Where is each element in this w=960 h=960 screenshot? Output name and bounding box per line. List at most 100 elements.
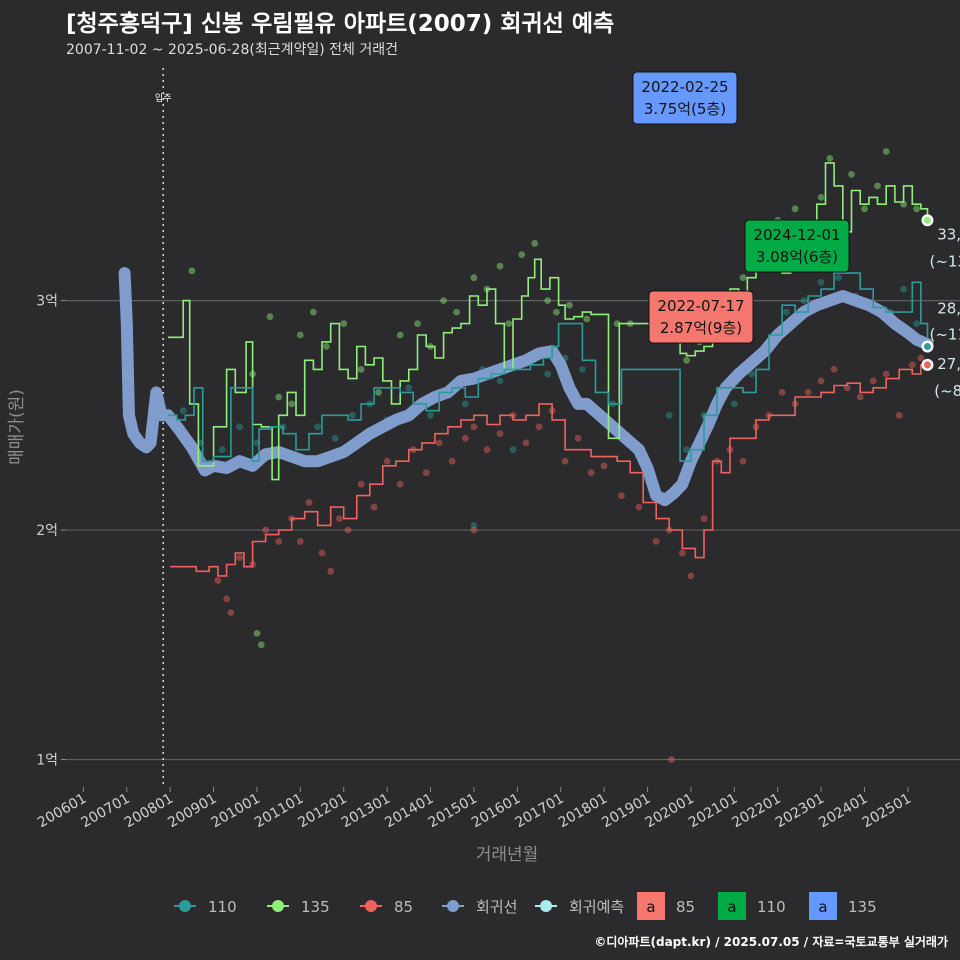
- x-tick-label: 202101: [686, 791, 740, 832]
- scatter-point-s85: [496, 430, 504, 438]
- scatter-point-s135: [505, 320, 513, 327]
- x-tick-label: 200901: [165, 791, 219, 832]
- scatter-point-s110: [800, 297, 808, 304]
- x-tick-label: 201201: [295, 791, 349, 832]
- scatter-point-s135: [566, 301, 573, 309]
- x-tick-label: 201701: [512, 791, 566, 832]
- scatter-point-s85: [574, 434, 582, 442]
- scatter-point-s85: [296, 538, 304, 545]
- scatter-point-s85: [817, 377, 825, 385]
- scatter-point-s135: [414, 320, 421, 327]
- scatter-point-s135: [826, 155, 834, 162]
- scatter-point-s85: [327, 567, 335, 575]
- x-tick-label: 202501: [860, 791, 914, 832]
- scatter-point-s110: [427, 411, 434, 419]
- annotation-price-box110: 3.08억(6층): [756, 248, 838, 266]
- end-label-area-s135: (~135㎡): [929, 252, 960, 270]
- scatter-point-s110: [665, 411, 673, 419]
- scatter-point-s85: [652, 538, 660, 545]
- annotation-box110: [744, 219, 850, 273]
- annotation-date-box110: 2024-12-01: [753, 226, 840, 244]
- end-label-value-s85: 27,160: [937, 355, 960, 373]
- scatter-point-s85: [561, 457, 569, 465]
- scatter-point-s85: [882, 370, 890, 378]
- scatter-point-s85: [448, 457, 456, 465]
- scatter-point-s110: [913, 320, 920, 327]
- x-tick-label: 201501: [426, 791, 480, 832]
- scatter-point-s85: [236, 554, 244, 561]
- scatter-point-s85: [668, 756, 675, 763]
- series-line-85: [170, 364, 928, 577]
- scatter-point-s85: [869, 377, 877, 385]
- scatter-point-s110: [470, 522, 478, 529]
- scatter-point-s85: [830, 366, 838, 373]
- scatter-point-s135: [470, 274, 478, 282]
- credit-text: ©디아파트(dapt.kr) / 2025.07.05 / 자료=국토교통부 실…: [594, 935, 948, 949]
- x-tick-label: 201601: [469, 791, 523, 832]
- regression-line: [118, 267, 934, 507]
- legend[interactable]: 110 135 85 회귀선 회귀예측 a 85 a 110 a 135: [174, 892, 877, 920]
- scatter-point-s110: [900, 285, 907, 293]
- scatter-point-s85: [700, 515, 708, 522]
- scatter-point-s110: [331, 434, 339, 442]
- scatter-point-s110: [349, 411, 356, 419]
- scatter-point-s110: [461, 400, 469, 408]
- scatter-point-s135: [257, 641, 265, 649]
- x-tick-label: 200601: [35, 791, 89, 832]
- scatter-point-s85: [908, 361, 916, 369]
- scatter-point-s135: [253, 629, 261, 637]
- legend-box-letter-box135: a: [818, 898, 827, 916]
- scatter-point-s85: [214, 577, 222, 584]
- scatter-point-s135: [188, 267, 196, 275]
- move-in-label: 입주: [155, 92, 172, 104]
- annotation-date-box135: 2022-02-25: [641, 78, 728, 96]
- scatter-point-s85: [435, 439, 443, 447]
- x-tick-label: 201801: [556, 791, 610, 832]
- legend-label-s110: 110: [208, 898, 237, 916]
- legend-dot-s135: [272, 900, 284, 912]
- scatter-point-s85: [370, 503, 378, 511]
- scatter-point-s85: [618, 492, 625, 499]
- legend-box-label-box85: 85: [676, 898, 695, 916]
- scatter-point-s135: [583, 315, 591, 323]
- scatter-point-s135: [288, 400, 296, 408]
- legend-label-s135: 135: [301, 898, 330, 916]
- scatter-point-s110: [405, 384, 413, 392]
- x-tick-label: 200701: [78, 791, 132, 832]
- scatter-point-s85: [917, 354, 925, 362]
- scatter-point-s110: [748, 370, 756, 378]
- legend-label-pred: 회귀예측: [569, 898, 624, 916]
- scatter-point-s135: [848, 171, 855, 178]
- scatter-point-s85: [336, 515, 343, 522]
- scatter-point-s85: [344, 526, 352, 534]
- end-markers: 33,500 (~135㎡) 28,000 (~110㎡) 27,160 (~85㎡): [921, 214, 960, 400]
- scatter-point-s135: [861, 205, 868, 213]
- scatter-point-s110: [544, 370, 552, 378]
- scatter-point-s135: [913, 205, 920, 213]
- page-subtitle: 2007-11-02 ~ 2025-06-28(최근계약일) 전체 거래건: [66, 42, 398, 58]
- scatter-point-s85: [522, 439, 530, 447]
- scatter-point-s85: [635, 503, 643, 511]
- scatter-point-s85: [600, 462, 608, 470]
- grid-lines: [66, 300, 960, 761]
- x-axis-title: 거래년월: [476, 845, 539, 865]
- scatter-point-s135: [496, 262, 504, 270]
- legend-dot-s110: [179, 900, 191, 912]
- scatter-point-s135: [357, 366, 365, 373]
- scatter-point-s135: [453, 308, 460, 316]
- scatter-point-s85: [483, 446, 491, 454]
- scatter-point-s85: [223, 595, 231, 603]
- scatter-point-s85: [357, 480, 365, 488]
- scatter-point-s85: [422, 469, 430, 477]
- scatter-point-s110: [835, 274, 842, 282]
- scatter-point-s110: [683, 446, 690, 454]
- y-tick-label: 2억: [36, 523, 58, 539]
- scatter-point-s85: [535, 423, 543, 431]
- x-tick-label: 200801: [122, 791, 176, 832]
- x-tick-label: 202001: [643, 791, 697, 832]
- legend-dot-s85: [365, 900, 377, 912]
- scatter-point-s135: [817, 194, 825, 201]
- scatter-point-s85: [778, 389, 786, 396]
- x-tick-label: 202401: [816, 791, 870, 832]
